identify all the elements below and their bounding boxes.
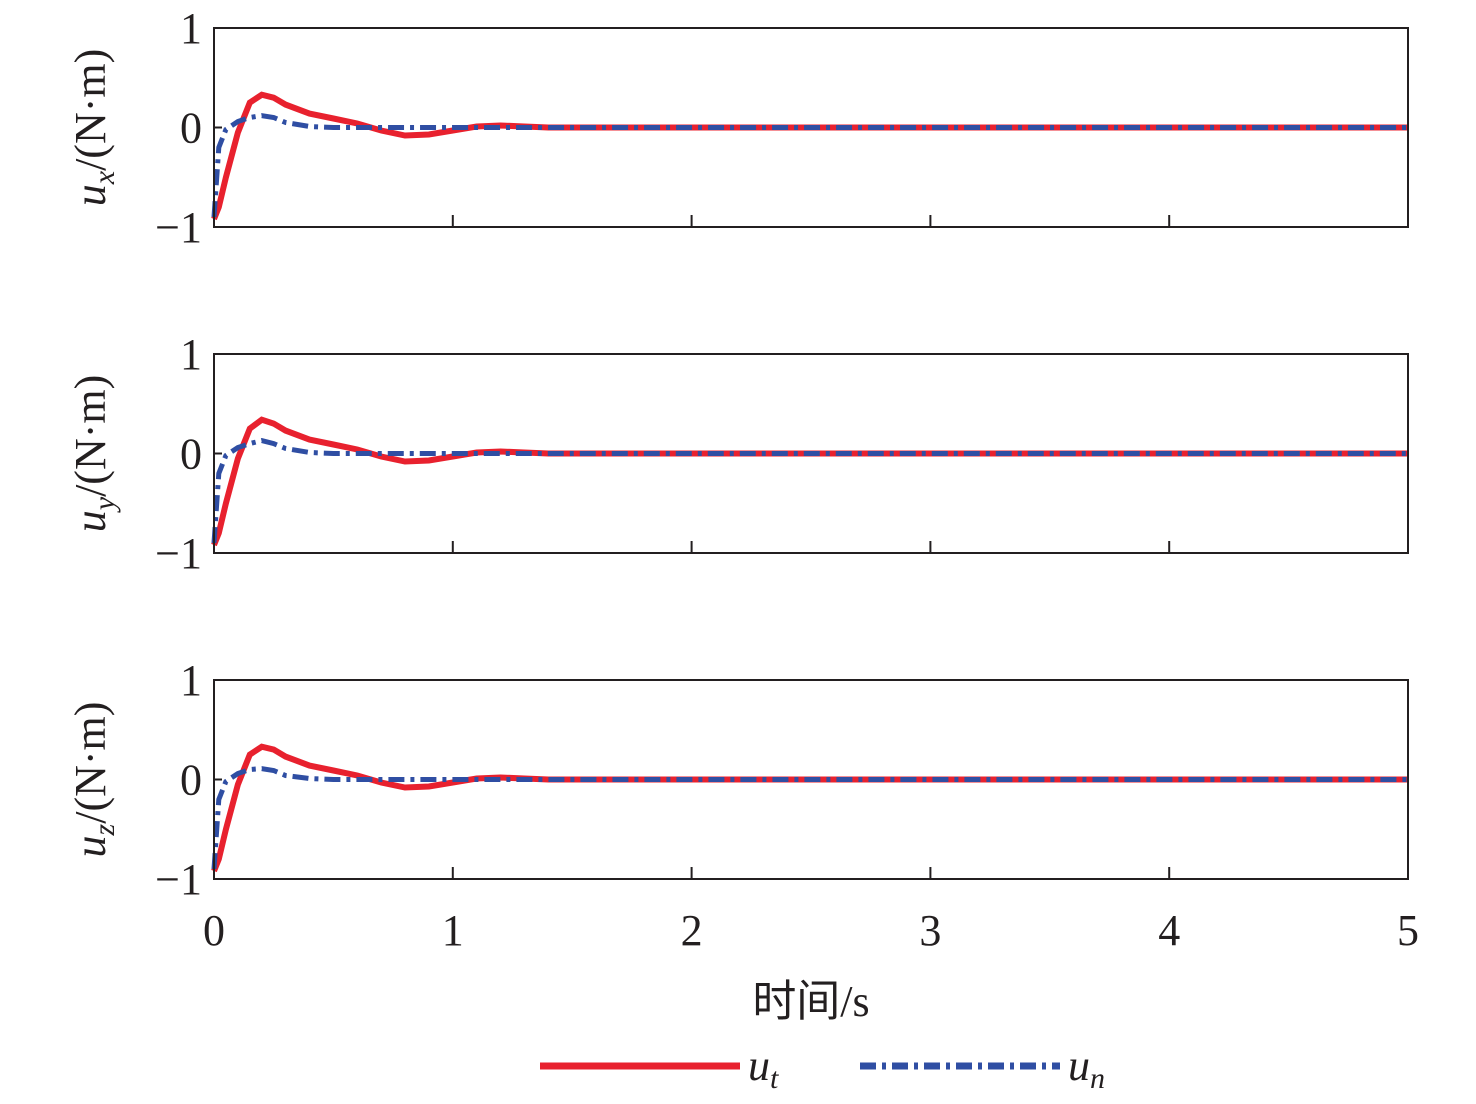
y-tick-label: 1	[180, 656, 202, 705]
legend-label: un	[1068, 1041, 1105, 1095]
y-label-subscript: y	[88, 496, 121, 513]
series-line	[211, 416, 1408, 547]
series-line	[211, 766, 1408, 870]
y-label-symbol: u	[66, 184, 115, 206]
legend-symbol: u	[748, 1041, 770, 1090]
legend-symbol: u	[1068, 1041, 1090, 1090]
series-line	[211, 113, 1408, 218]
y-tick-label: −1	[155, 529, 202, 578]
y-label-symbol: u	[66, 835, 115, 857]
y-label-subscript: x	[88, 170, 121, 185]
x-tick-label: 1	[442, 906, 464, 955]
y-tick-label: 1	[180, 4, 202, 53]
legend-subscript: n	[1090, 1062, 1105, 1095]
y-axis-label: ux/(N·m)	[66, 49, 121, 207]
x-tick-label: 5	[1397, 906, 1419, 955]
y-label-subscript: z	[88, 823, 121, 836]
y-tick-label: 0	[180, 756, 202, 805]
x-tick-label: 3	[919, 906, 941, 955]
y-axis-label: uy/(N·m)	[66, 375, 121, 533]
y-tick-label: 0	[180, 430, 202, 479]
y-tick-label: 0	[180, 104, 202, 153]
legend-label: ut	[748, 1041, 779, 1095]
series-line	[211, 743, 1408, 873]
y-tick-label: −1	[155, 203, 202, 252]
legend-subscript: t	[770, 1062, 779, 1095]
y-label-unit: /(N·m)	[66, 375, 115, 497]
y-label-symbol: u	[66, 510, 115, 532]
y-tick-label: −1	[155, 855, 202, 904]
y-label-unit: /(N·m)	[66, 702, 115, 824]
x-tick-label: 4	[1158, 906, 1180, 955]
y-axis-label: uz/(N·m)	[66, 702, 121, 858]
x-tick-label: 0	[203, 906, 225, 955]
series-line	[211, 91, 1408, 221]
y-tick-label: 1	[180, 330, 202, 379]
x-tick-label: 2	[681, 906, 703, 955]
y-label-unit: /(N·m)	[66, 49, 115, 171]
series-line	[211, 438, 1408, 544]
x-axis-label: 时间/s	[752, 977, 869, 1026]
